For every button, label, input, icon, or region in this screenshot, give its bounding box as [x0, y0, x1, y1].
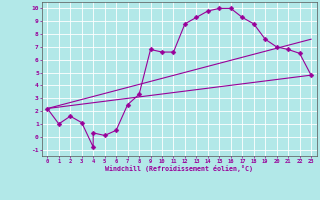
X-axis label: Windchill (Refroidissement éolien,°C): Windchill (Refroidissement éolien,°C): [105, 165, 253, 172]
